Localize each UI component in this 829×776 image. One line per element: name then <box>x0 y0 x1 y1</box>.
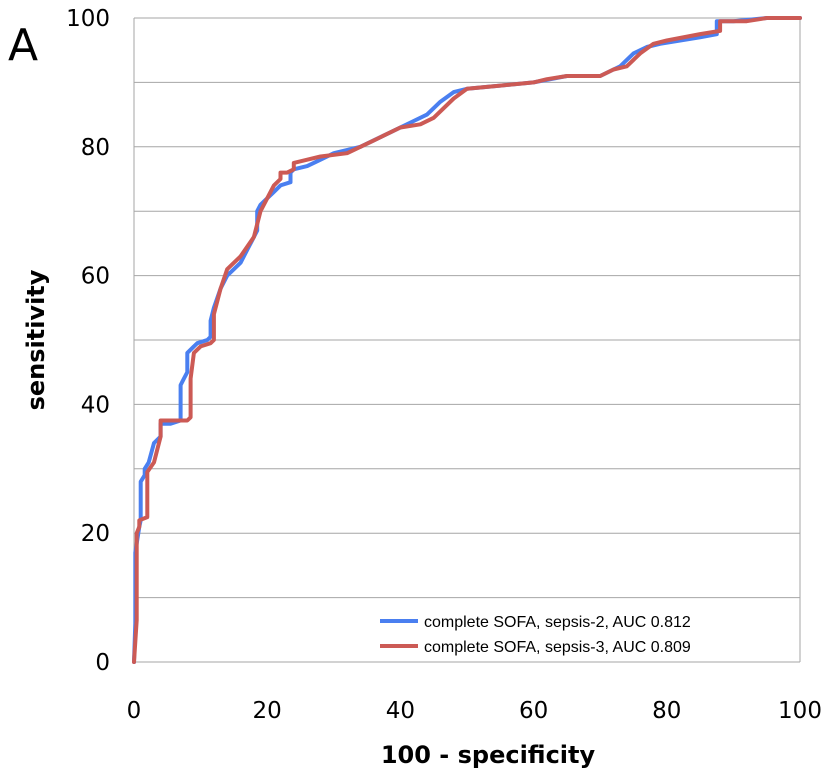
y-axis-title: sensitivity <box>22 269 50 410</box>
y-tick-label: 60 <box>81 264 110 290</box>
y-tick-labels: 0 20 40 60 80 100 <box>66 6 110 676</box>
x-tick-label: 80 <box>652 698 681 724</box>
y-tick-label: 80 <box>81 135 110 161</box>
legend: complete SOFA, sepsis-2, AUC 0.812 comple… <box>380 614 691 656</box>
y-tick-label: 0 <box>95 650 110 676</box>
legend-label-2: complete SOFA, sepsis-3, AUC 0.809 <box>424 639 691 656</box>
x-tick-label: 100 <box>778 698 822 724</box>
y-tick-label: 100 <box>66 6 110 32</box>
y-tick-label: 40 <box>81 392 110 418</box>
panel-label: A <box>8 20 38 71</box>
series-line-2 <box>132 16 802 664</box>
x-tick-labels: 0 20 40 60 80 100 <box>127 698 822 724</box>
series-lines <box>132 16 802 664</box>
legend-label-1: complete SOFA, sepsis-2, AUC 0.812 <box>424 614 691 631</box>
y-tick-label: 20 <box>81 521 110 547</box>
x-tick-label: 20 <box>253 698 282 724</box>
gridlines <box>133 17 801 663</box>
x-tick-label: 40 <box>386 698 415 724</box>
x-axis-title: 100 - specificity <box>381 741 596 769</box>
x-tick-label: 0 <box>127 698 142 724</box>
x-tick-label: 60 <box>519 698 548 724</box>
